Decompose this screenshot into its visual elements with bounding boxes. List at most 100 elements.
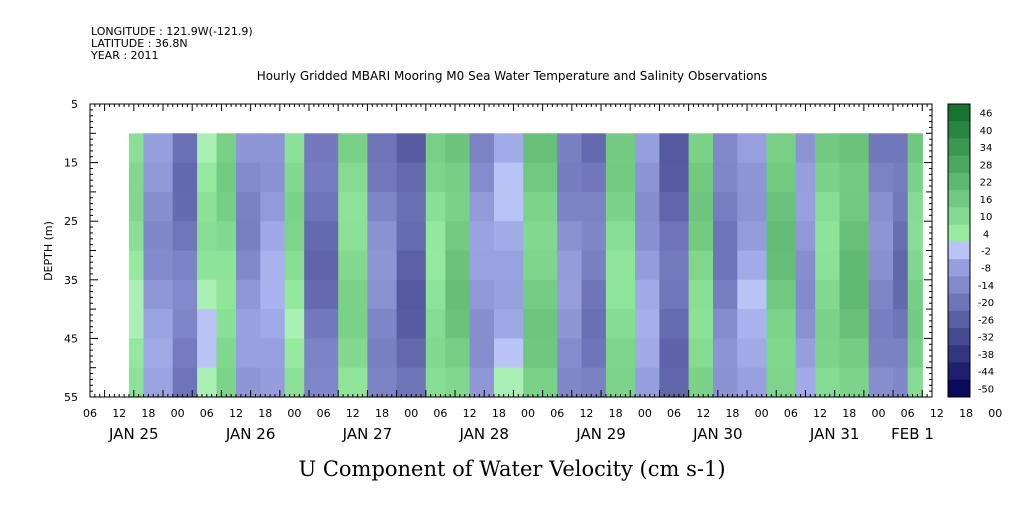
heatmap-cell [557, 191, 583, 222]
heatmap-cell [893, 133, 909, 164]
heatmap-cell [445, 367, 471, 398]
heatmap-cell [766, 133, 797, 164]
heatmap-cell [839, 162, 870, 193]
heatmap-cell [605, 221, 636, 252]
heatmap-cell [907, 221, 923, 252]
colorbar-swatch [948, 104, 970, 122]
heatmap-cell [795, 221, 816, 252]
heatmap-cell [128, 162, 145, 193]
heatmap-cell [635, 338, 660, 369]
year-label: YEAR : 2011 [90, 49, 159, 62]
heatmap-cell [795, 191, 816, 222]
colorbar-swatch [948, 121, 970, 139]
x-day-label: JAN 30 [692, 425, 743, 443]
heatmap-cell [143, 338, 174, 369]
heatmap-cell [469, 250, 495, 281]
heatmap-cell [396, 221, 427, 252]
x-hour-label: 06 [433, 407, 447, 420]
heatmap-cell [766, 367, 797, 398]
heatmap-cell [868, 221, 894, 252]
heatmap-cell [713, 367, 738, 398]
heatmap-cell [907, 367, 923, 398]
heatmap-cell [893, 221, 909, 252]
x-hour-label: 18 [375, 407, 389, 420]
heatmap-cell [766, 250, 797, 281]
heatmap-cell [523, 221, 558, 252]
x-hour-label: 12 [813, 407, 827, 420]
x-hour-label: 18 [492, 407, 506, 420]
heatmap-cell [284, 250, 305, 281]
heatmap-cell [172, 191, 198, 222]
x-hour-label: 00 [521, 407, 535, 420]
heatmap-cell [815, 250, 841, 281]
heatmap-cell [737, 162, 768, 193]
heatmap-cell [635, 221, 660, 252]
heatmap-cell [893, 367, 909, 398]
colorbar-swatch [948, 310, 970, 329]
heatmap-cell [907, 338, 923, 369]
heatmap-cell [425, 367, 446, 398]
heatmap-cell [284, 279, 305, 310]
colorbar-label: -2 [981, 247, 991, 258]
heatmap-cell [197, 162, 218, 193]
heatmap-cell [445, 191, 471, 222]
heatmap-cell [367, 279, 398, 310]
heatmap-cell [445, 133, 471, 164]
longitude-label: LONGITUDE : 121.9W(-121.9) [91, 25, 253, 38]
y-tick-label: 45 [64, 332, 78, 345]
colorbar-label: 40 [980, 126, 993, 137]
heatmap-cell [523, 250, 558, 281]
x-day-label: JAN 31 [809, 425, 860, 443]
heatmap-cell [688, 279, 714, 310]
heatmap-cell [868, 367, 894, 398]
heatmap-cell [557, 162, 583, 193]
heatmap-cell [839, 279, 870, 310]
heatmap-cell [197, 309, 218, 339]
heatmap-cell [494, 367, 524, 398]
heatmap-cell [260, 338, 286, 369]
heatmap-cell [425, 162, 446, 193]
heatmap-cell [396, 162, 427, 193]
x-hour-label: 00 [871, 407, 885, 420]
heatmap-cell [128, 309, 145, 339]
heatmap-cell [216, 367, 237, 398]
heatmap-cell [795, 338, 816, 369]
heatmap-cell [143, 133, 174, 164]
heatmap-cell [425, 279, 446, 310]
colorbar-swatch [948, 328, 970, 346]
heatmap-cell [172, 309, 198, 339]
heatmap-cell [216, 162, 237, 193]
x-hour-label: 12 [696, 407, 710, 420]
heatmap-cell [737, 367, 768, 398]
heatmap-cell [523, 162, 558, 193]
y-axis-label: DEPTH (m) [42, 221, 55, 281]
heatmap-cell [216, 338, 237, 369]
heatmap-cell [688, 221, 714, 252]
heatmap-cell [469, 338, 495, 369]
heatmap-cell [236, 133, 261, 164]
heatmap-cell [338, 133, 368, 164]
x-hour-label: 06 [901, 407, 915, 420]
x-hour-label: 18 [141, 407, 155, 420]
heatmap-cell [425, 250, 446, 281]
heatmap-cell [581, 367, 607, 398]
heatmap-cell [523, 133, 558, 164]
heatmap-cell [284, 367, 305, 398]
heatmap-cell [236, 250, 261, 281]
x-hour-label: 18 [842, 407, 856, 420]
heatmap-cell [216, 191, 237, 222]
heatmap-cell [469, 367, 495, 398]
heatmap-cell [635, 250, 660, 281]
colorbar-swatch [948, 190, 970, 208]
x-hour-label: 06 [550, 407, 564, 420]
heatmap-cell [557, 221, 583, 252]
x-hour-label: 00 [755, 407, 769, 420]
heatmap-cell [469, 221, 495, 252]
heatmap-cell [893, 191, 909, 222]
colorbar-label: -50 [978, 384, 994, 395]
heatmap-cell [815, 162, 841, 193]
heatmap-cell [868, 309, 894, 339]
heatmap-cell [260, 133, 286, 164]
heatmap-cell [713, 338, 738, 369]
heatmap-cell [839, 367, 870, 398]
